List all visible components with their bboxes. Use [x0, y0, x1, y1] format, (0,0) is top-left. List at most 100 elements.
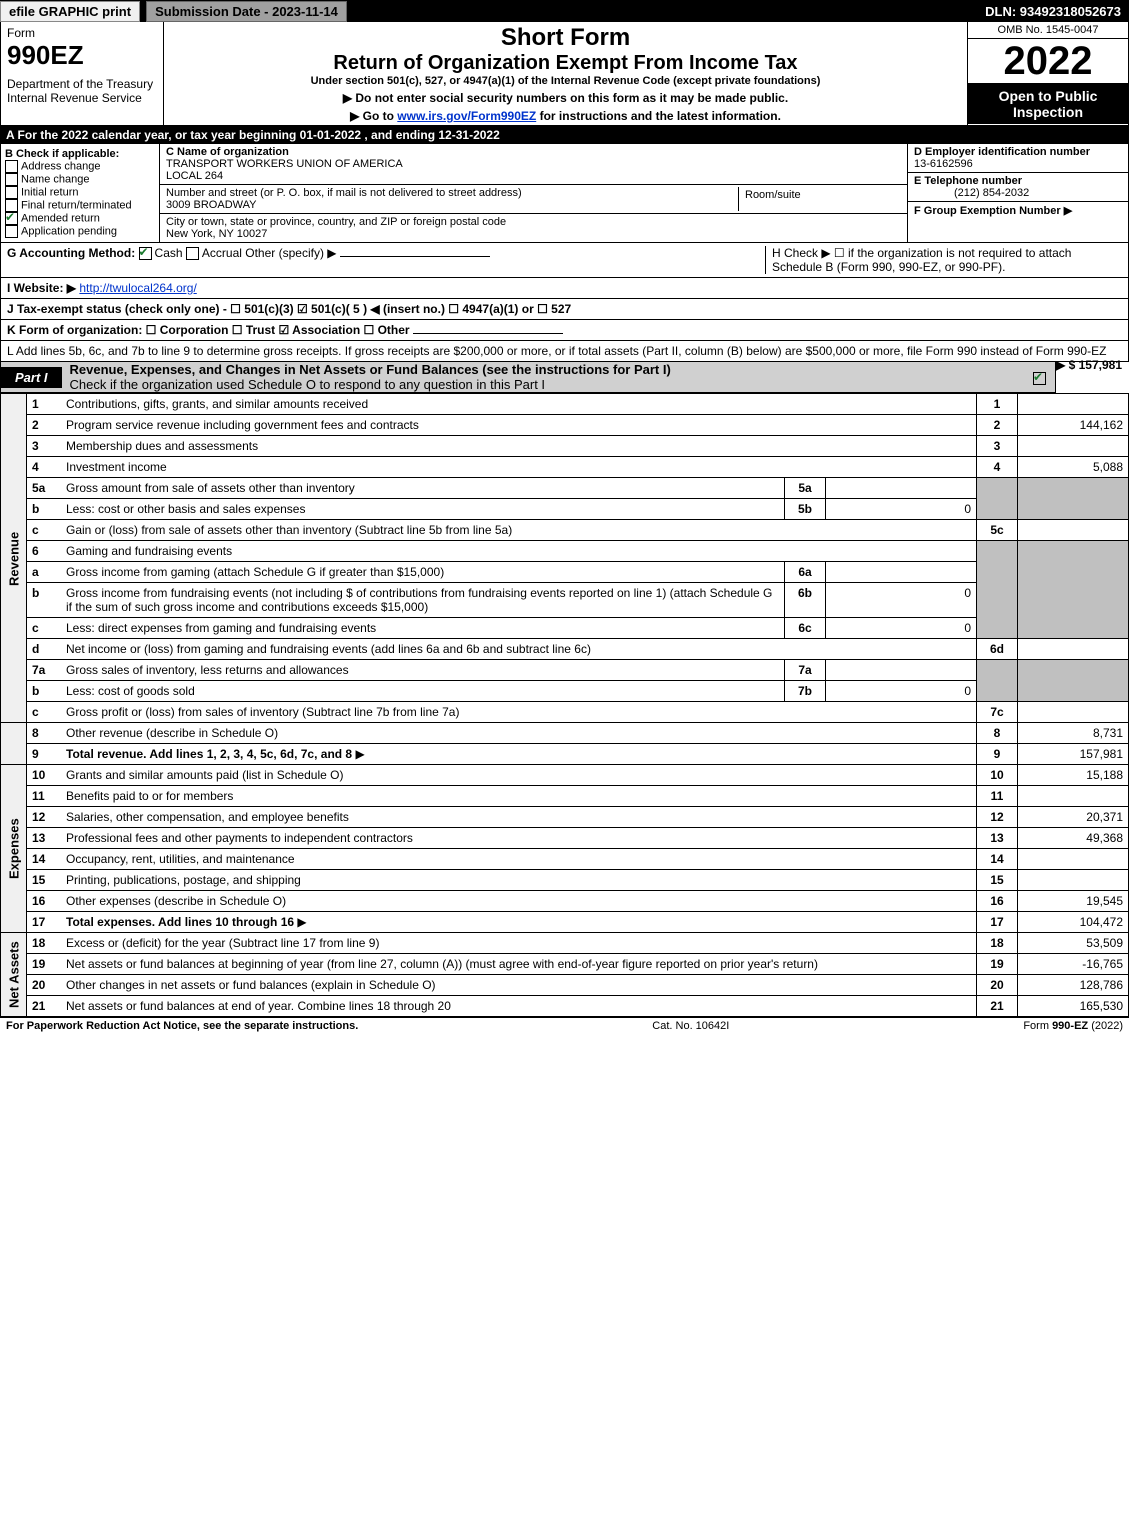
footer-right: Form 990-EZ (2022)	[1023, 1020, 1123, 1032]
line-13-amt: 49,368	[1018, 828, 1129, 849]
form-table: Revenue 1 Contributions, gifts, grants, …	[0, 393, 1129, 1017]
line-5a-num: 5a	[27, 478, 62, 499]
line-6a-mid: 6a	[785, 562, 826, 583]
submission-date-button[interactable]: Submission Date - 2023-11-14	[146, 1, 347, 22]
checkbox-schedule-o[interactable]	[1033, 372, 1046, 385]
omb-number: OMB No. 1545-0047	[968, 22, 1128, 39]
line-19-ln: 19	[977, 954, 1018, 975]
line-18-num: 18	[27, 933, 62, 954]
line-11-amt	[1018, 786, 1129, 807]
tax-exempt-status: J Tax-exempt status (check only one) - ☐…	[7, 302, 571, 316]
phone-value: (212) 854-2032	[914, 187, 1029, 199]
line-21-desc: Net assets or fund balances at end of ye…	[66, 999, 451, 1013]
line-4-amt: 5,088	[1018, 457, 1129, 478]
line-6d-num: d	[27, 639, 62, 660]
city-label: City or town, state or province, country…	[166, 216, 506, 228]
under-section-text: Under section 501(c), 527, or 4947(a)(1)…	[170, 75, 961, 87]
line-8-ln: 8	[977, 723, 1018, 744]
line-1-ln: 1	[977, 394, 1018, 415]
group-exemption-label: F Group Exemption Number ▶	[914, 205, 1072, 217]
line-16-desc: Other expenses (describe in Schedule O)	[66, 894, 286, 908]
line-19-desc: Net assets or fund balances at beginning…	[66, 957, 818, 971]
part-1-title: Revenue, Expenses, and Changes in Net As…	[62, 362, 1034, 392]
efile-button[interactable]: efile GRAPHIC print	[0, 1, 140, 22]
line-21-num: 21	[27, 996, 62, 1017]
row-l: L Add lines 5b, 6c, and 7b to line 9 to …	[0, 341, 1129, 362]
side-label-revenue: Revenue	[1, 394, 27, 723]
website-link[interactable]: http://twulocal264.org/	[79, 281, 196, 295]
line-3-num: 3	[27, 436, 62, 457]
line-7a-midv	[826, 660, 977, 681]
line-10-num: 10	[27, 765, 62, 786]
line-10-ln: 10	[977, 765, 1018, 786]
line-6c-desc: Less: direct expenses from gaming and fu…	[66, 621, 376, 635]
line-14-ln: 14	[977, 849, 1018, 870]
line-6c-num: c	[27, 618, 62, 639]
line-18-desc: Excess or (deficit) for the year (Subtra…	[66, 936, 379, 950]
form-of-organization: K Form of organization: ☐ Corporation ☐ …	[7, 323, 410, 337]
dln-label: DLN: 93492318052673	[985, 4, 1129, 19]
line-2-ln: 2	[977, 415, 1018, 436]
checkbox-application-pending[interactable]	[5, 225, 18, 238]
other-org-input[interactable]	[413, 333, 563, 334]
line-12-ln: 12	[977, 807, 1018, 828]
line-5b-mid: 5b	[785, 499, 826, 520]
line-5a-mid: 5a	[785, 478, 826, 499]
arrow-icon: ▶	[355, 747, 364, 761]
line-11-num: 11	[27, 786, 62, 807]
line-17-num: 17	[27, 912, 62, 933]
line-6-desc: Gaming and fundraising events	[66, 544, 232, 558]
line-13-num: 13	[27, 828, 62, 849]
arrow-icon: ▶	[297, 915, 306, 929]
page-footer: For Paperwork Reduction Act Notice, see …	[0, 1017, 1129, 1034]
line-6d-amt	[1018, 639, 1129, 660]
other-specify-input[interactable]	[340, 256, 490, 257]
row-k: K Form of organization: ☐ Corporation ☐ …	[0, 320, 1129, 341]
checkbox-cash[interactable]	[139, 247, 152, 260]
checkbox-initial-return[interactable]	[5, 186, 18, 199]
line-20-ln: 20	[977, 975, 1018, 996]
tax-year: 2022	[968, 39, 1128, 84]
main-title: Return of Organization Exempt From Incom…	[170, 52, 961, 75]
line-6c-mid: 6c	[785, 618, 826, 639]
row-g-h: G Accounting Method: Cash Accrual Other …	[0, 243, 1129, 278]
street-value: 3009 BROADWAY	[166, 199, 256, 211]
checkbox-amended-return[interactable]	[5, 212, 18, 225]
row-i: I Website: ▶ http://twulocal264.org/	[0, 278, 1129, 299]
line-7a-desc: Gross sales of inventory, less returns a…	[66, 663, 349, 677]
line-16-amt: 19,545	[1018, 891, 1129, 912]
line-6d-ln: 6d	[977, 639, 1018, 660]
line-8-desc: Other revenue (describe in Schedule O)	[66, 726, 278, 740]
line-10-desc: Grants and similar amounts paid (list in…	[66, 768, 343, 782]
line-9-ln: 9	[977, 744, 1018, 765]
row-a: A For the 2022 calendar year, or tax yea…	[0, 126, 1129, 144]
line-14-num: 14	[27, 849, 62, 870]
line-3-ln: 3	[977, 436, 1018, 457]
label-initial-return: Initial return	[21, 186, 78, 198]
column-c: C Name of organization TRANSPORT WORKERS…	[160, 144, 908, 242]
line-2-amt: 144,162	[1018, 415, 1129, 436]
room-suite: Room/suite	[738, 187, 901, 211]
checkbox-name-change[interactable]	[5, 173, 18, 186]
irs-link[interactable]: www.irs.gov/Form990EZ	[397, 109, 536, 123]
line-7c-ln: 7c	[977, 702, 1018, 723]
checkbox-accrual[interactable]	[186, 247, 199, 260]
line-5b-midv: 0	[826, 499, 977, 520]
footer-mid: Cat. No. 10642I	[652, 1020, 729, 1032]
line-7b-midv: 0	[826, 681, 977, 702]
org-name-1: TRANSPORT WORKERS UNION OF AMERICA	[166, 158, 403, 170]
open-to-public: Open to Public Inspection	[968, 84, 1128, 124]
line-6b-mid: 6b	[785, 583, 826, 618]
line-3-desc: Membership dues and assessments	[66, 439, 258, 453]
label-application-pending: Application pending	[21, 225, 117, 237]
line-5c-num: c	[27, 520, 62, 541]
line-7c-amt	[1018, 702, 1129, 723]
line-2-num: 2	[27, 415, 62, 436]
ein-value: 13-6162596	[914, 158, 973, 170]
line-6a-midv	[826, 562, 977, 583]
line-7a-mid: 7a	[785, 660, 826, 681]
line-2-desc: Program service revenue including govern…	[66, 418, 419, 432]
line-4-num: 4	[27, 457, 62, 478]
ein-label: D Employer identification number	[914, 146, 1090, 158]
checkbox-address-change[interactable]	[5, 160, 18, 173]
